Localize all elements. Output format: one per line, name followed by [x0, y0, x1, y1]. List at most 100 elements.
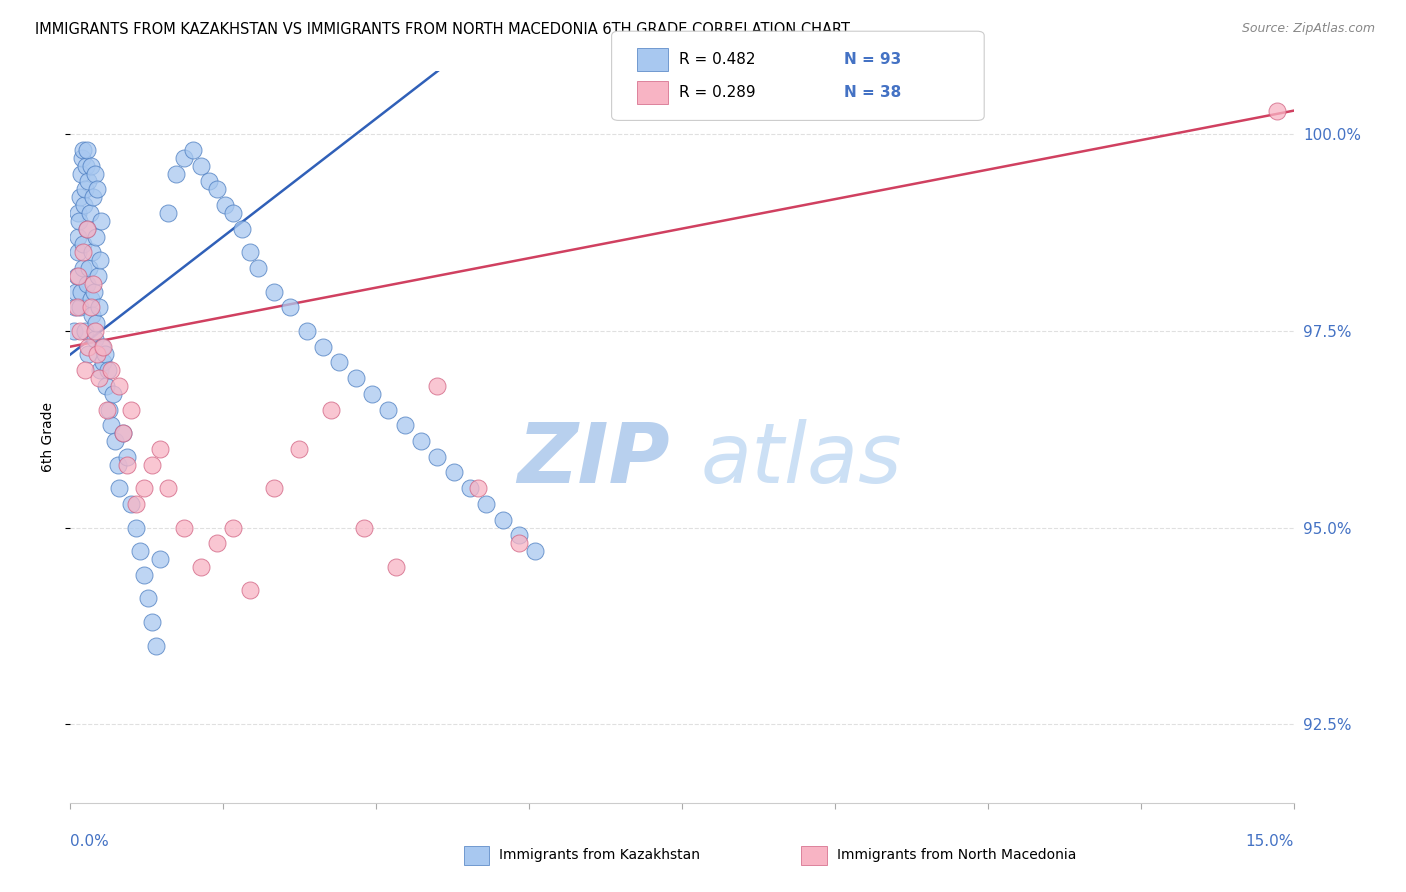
- Point: [100, 363, 122, 377]
- Point: [107, 458, 129, 472]
- Text: 0.0%: 0.0%: [70, 834, 110, 849]
- Point: [467, 481, 489, 495]
- Point: [124, 497, 146, 511]
- Text: N = 38: N = 38: [844, 85, 901, 100]
- Point: [321, 402, 343, 417]
- Point: [93, 347, 115, 361]
- Y-axis label: 6th Grade: 6th Grade: [41, 402, 55, 472]
- Point: [76, 143, 98, 157]
- Point: [475, 497, 498, 511]
- Point: [112, 426, 135, 441]
- Point: [394, 418, 416, 433]
- Point: [149, 442, 172, 456]
- Point: [69, 301, 91, 315]
- Point: [73, 198, 96, 212]
- Point: [63, 301, 86, 315]
- Point: [385, 559, 408, 574]
- Point: [141, 615, 163, 629]
- Point: [491, 513, 513, 527]
- Point: [205, 182, 228, 196]
- Point: [328, 355, 350, 369]
- Point: [83, 332, 105, 346]
- Point: [222, 520, 245, 534]
- Point: [97, 363, 120, 377]
- Point: [280, 301, 302, 315]
- Point: [77, 174, 100, 188]
- Point: [77, 260, 100, 275]
- Point: [79, 301, 103, 315]
- Point: [82, 190, 104, 204]
- Text: 15.0%: 15.0%: [1246, 834, 1294, 849]
- Point: [121, 497, 143, 511]
- Point: [508, 536, 530, 550]
- Point: [112, 426, 135, 441]
- Point: [198, 174, 221, 188]
- Point: [65, 285, 87, 299]
- Point: [96, 379, 118, 393]
- Point: [83, 324, 105, 338]
- Point: [76, 221, 98, 235]
- Point: [121, 402, 143, 417]
- Point: [87, 371, 110, 385]
- Point: [75, 159, 97, 173]
- Point: [73, 182, 96, 196]
- Text: atlas: atlas: [700, 418, 901, 500]
- Point: [66, 301, 89, 315]
- Point: [69, 324, 91, 338]
- Point: [190, 159, 212, 173]
- Point: [426, 450, 449, 464]
- Point: [239, 583, 262, 598]
- Text: IMMIGRANTS FROM KAZAKHSTAN VS IMMIGRANTS FROM NORTH MACEDONIA 6TH GRADE CORRELAT: IMMIGRANTS FROM KAZAKHSTAN VS IMMIGRANTS…: [35, 22, 851, 37]
- Point: [117, 458, 139, 472]
- Point: [108, 379, 131, 393]
- Point: [86, 182, 108, 196]
- Point: [66, 245, 89, 260]
- Point: [157, 481, 180, 495]
- Point: [72, 237, 94, 252]
- Point: [295, 324, 318, 338]
- Point: [361, 387, 384, 401]
- Point: [173, 151, 195, 165]
- Point: [1265, 103, 1288, 118]
- Point: [239, 245, 262, 260]
- Point: [136, 591, 159, 606]
- Point: [72, 260, 94, 275]
- Point: [79, 159, 103, 173]
- Point: [214, 198, 236, 212]
- Point: [100, 418, 122, 433]
- Point: [86, 347, 108, 361]
- Point: [80, 245, 103, 260]
- Text: R = 0.289: R = 0.289: [679, 85, 755, 100]
- Text: Source: ZipAtlas.com: Source: ZipAtlas.com: [1241, 22, 1375, 36]
- Point: [458, 481, 481, 495]
- Point: [165, 167, 187, 181]
- Point: [73, 324, 96, 338]
- Point: [83, 285, 105, 299]
- Point: [409, 434, 432, 448]
- Point: [83, 167, 105, 181]
- Point: [96, 402, 118, 417]
- Point: [69, 190, 91, 204]
- Point: [104, 434, 127, 448]
- Point: [132, 481, 155, 495]
- Text: ZIP: ZIP: [517, 418, 669, 500]
- Point: [82, 277, 104, 291]
- Point: [67, 229, 90, 244]
- Point: [263, 285, 285, 299]
- Point: [101, 387, 124, 401]
- Point: [79, 206, 101, 220]
- Point: [77, 347, 100, 361]
- Point: [70, 151, 93, 165]
- Point: [117, 450, 139, 464]
- Point: [222, 206, 245, 220]
- Point: [141, 458, 163, 472]
- Point: [63, 324, 86, 338]
- Point: [72, 245, 94, 260]
- Point: [79, 293, 103, 307]
- Point: [89, 363, 111, 377]
- Point: [231, 221, 253, 235]
- Point: [70, 167, 93, 181]
- Point: [205, 536, 228, 550]
- Point: [87, 301, 110, 315]
- Point: [89, 253, 111, 268]
